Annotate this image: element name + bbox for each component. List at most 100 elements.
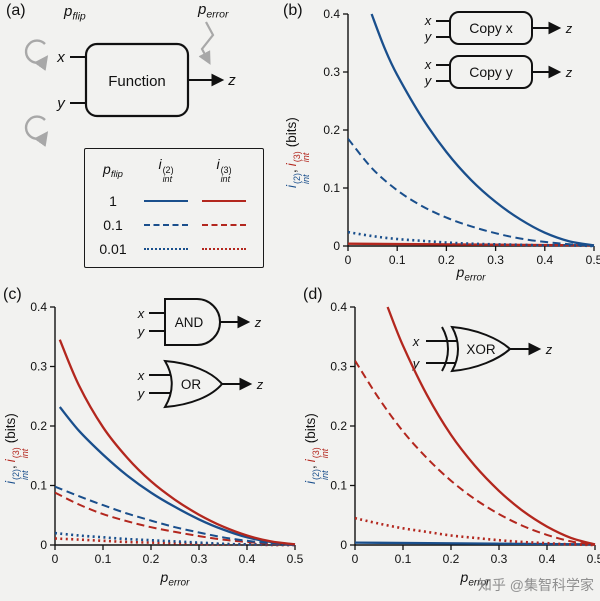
series-i3-pflip-0-01 [55,537,296,547]
x-tick-label: 0.2 [438,253,455,267]
chart-c: x y AND z x y OR z perror 0 0.1 0.2 0.3 0.4 0… [30,298,304,589]
panel-a-diagram: pflip perror x y Function z [24,1,236,147]
x-tick-label: 0.2 [443,552,460,566]
y-tick-label: 0.3 [323,65,340,79]
output-z-label: z [227,72,236,89]
legend-line-sample-red-dashed [202,223,246,226]
series-i2-all-pflip [355,541,596,546]
chart-axes: 0 0.1 0.2 0.3 0.4 0 0.1 0.2 0.3 0.4 0.5 [323,7,600,267]
inset-copy-y-gate: x y Copy y z [424,55,573,89]
x-axis-label: perror [160,569,191,589]
x-tick-label: 0.3 [491,552,508,566]
x-tick-label: 0.5 [587,552,600,566]
legend-value-01: 0.1 [103,216,123,233]
series-i2-pflip-0-01 [55,531,296,547]
watermark: 知乎 @集智科学家 [477,577,594,593]
series-i3-pflip-1 [58,339,296,546]
legend-line-sample-blue-dotted [144,247,188,250]
y-tick-label: 0.4 [30,300,47,314]
series-i3-pflip-0-01 [355,516,596,547]
error-zigzag-icon [198,21,215,65]
series-i3-pflip-1 [386,306,596,546]
inset-input-y-label: y [424,29,433,44]
x-tick-label: 0.2 [143,552,160,566]
y-tick-label: 0 [40,538,47,552]
or-gate-shape [163,359,224,409]
copy-y-label: Copy y [469,64,513,80]
function-box-label: Function [108,73,166,90]
y-tick-label: 0 [333,239,340,253]
x-axis-label: perror [460,569,491,589]
xor-gate-shape [450,325,512,373]
and-gate-shape [164,298,221,346]
inset-input-y-label: y [424,73,433,88]
inset-input-x-label: x [424,57,432,72]
series-i2-pflip-1 [370,13,595,247]
y-tick-label: 0.4 [330,300,347,314]
legend-header-i3: i (3) int [216,156,232,185]
chart-axes: 0 0.1 0.2 0.3 0.4 0 0.1 0.2 0.3 0.4 0.5 [30,300,303,566]
y-tick-label: 0.3 [330,360,347,374]
y-tick-label: 0.1 [323,181,340,195]
xor-gate-back-arc [441,326,449,372]
perror-label: perror [197,1,229,21]
x-tick-label: 0.3 [487,253,504,267]
panel-label-c: (c) [3,286,22,303]
inset-output-z-label: z [256,377,264,392]
copy-x-label: Copy x [469,20,513,36]
legend-header-i2: i (2) int [158,156,174,185]
y-tick-label: 0.2 [323,123,340,137]
chart-curves [55,339,296,547]
chart-axes: 0 0.1 0.2 0.3 0.4 0 0.1 0.2 0.3 0.4 0.5 [330,300,600,566]
noise-loop-y-icon [24,115,49,147]
x-tick-label: 0 [352,552,359,566]
y-axis-label-b: i (2) int ,i (3) int (bits) [284,117,312,188]
x-tick-label: 0.1 [95,552,112,566]
inset-output-z-label: z [545,342,553,357]
inset-input-x-label: x [137,306,145,321]
legend-line-sample-blue-solid [144,199,188,202]
x-tick-label: 0.4 [239,552,256,566]
inset-output-z-label: z [565,21,573,36]
legend-line-sample-red-dotted [202,247,246,250]
x-tick-label: 0.3 [191,552,208,566]
inset-output-z-label: z [254,315,262,330]
y-tick-label: 0.2 [330,419,347,433]
chart-d: x y XOR z perror 0 0.1 0.2 0.3 0.4 0 0.1 0.2 0.3… [330,300,600,589]
legend-header-pflip: pflip [103,160,123,180]
inset-and-gate: x y AND z [137,298,262,346]
y-tick-label: 0.4 [323,7,340,21]
inset-input-y-label: y [137,386,146,401]
or-gate-label: OR [181,377,202,392]
y-tick-label: 0.1 [30,479,47,493]
inset-input-y-label: y [412,356,421,371]
legend-value-1: 1 [109,192,117,209]
inset-or-gate: x y OR z [137,359,264,409]
y-tick-label: 0.3 [30,360,47,374]
x-tick-label: 0.4 [539,552,556,566]
y-tick-label: 0 [340,538,347,552]
xor-gate-label: XOR [466,342,496,357]
pflip-label: pflip [63,3,86,23]
y-tick-label: 0.2 [30,419,47,433]
panel-label-b: (b) [283,2,303,19]
noise-loop-x-icon [24,39,49,71]
inset-copy-x-gate: x y Copy x z [424,11,573,45]
inset-input-x-label: x [424,13,432,28]
chart-b: x y Copy x z x y Copy y z perror 0 0.1 0.2… [323,7,600,283]
series-i2-pflip-0-1 [348,138,595,247]
x-tick-label: 0.1 [395,552,412,566]
panel-label-d: (d) [303,286,323,303]
x-axis-label: perror [456,264,487,284]
input-x-label: x [56,49,65,66]
chart-curves [348,13,595,248]
x-tick-label: 0.4 [536,253,553,267]
series-i3-pflip-0-1 [355,360,596,546]
inset-xor-gate: x y XOR z [412,325,553,373]
legend-value-001: 0.01 [99,240,127,257]
legend-table: pflip i (2) int i (3) int 1 0.1 0.01 [84,148,264,268]
legend-line-sample-blue-dashed [144,223,188,226]
input-y-label: y [56,95,66,112]
x-tick-label: 0.5 [287,552,304,566]
